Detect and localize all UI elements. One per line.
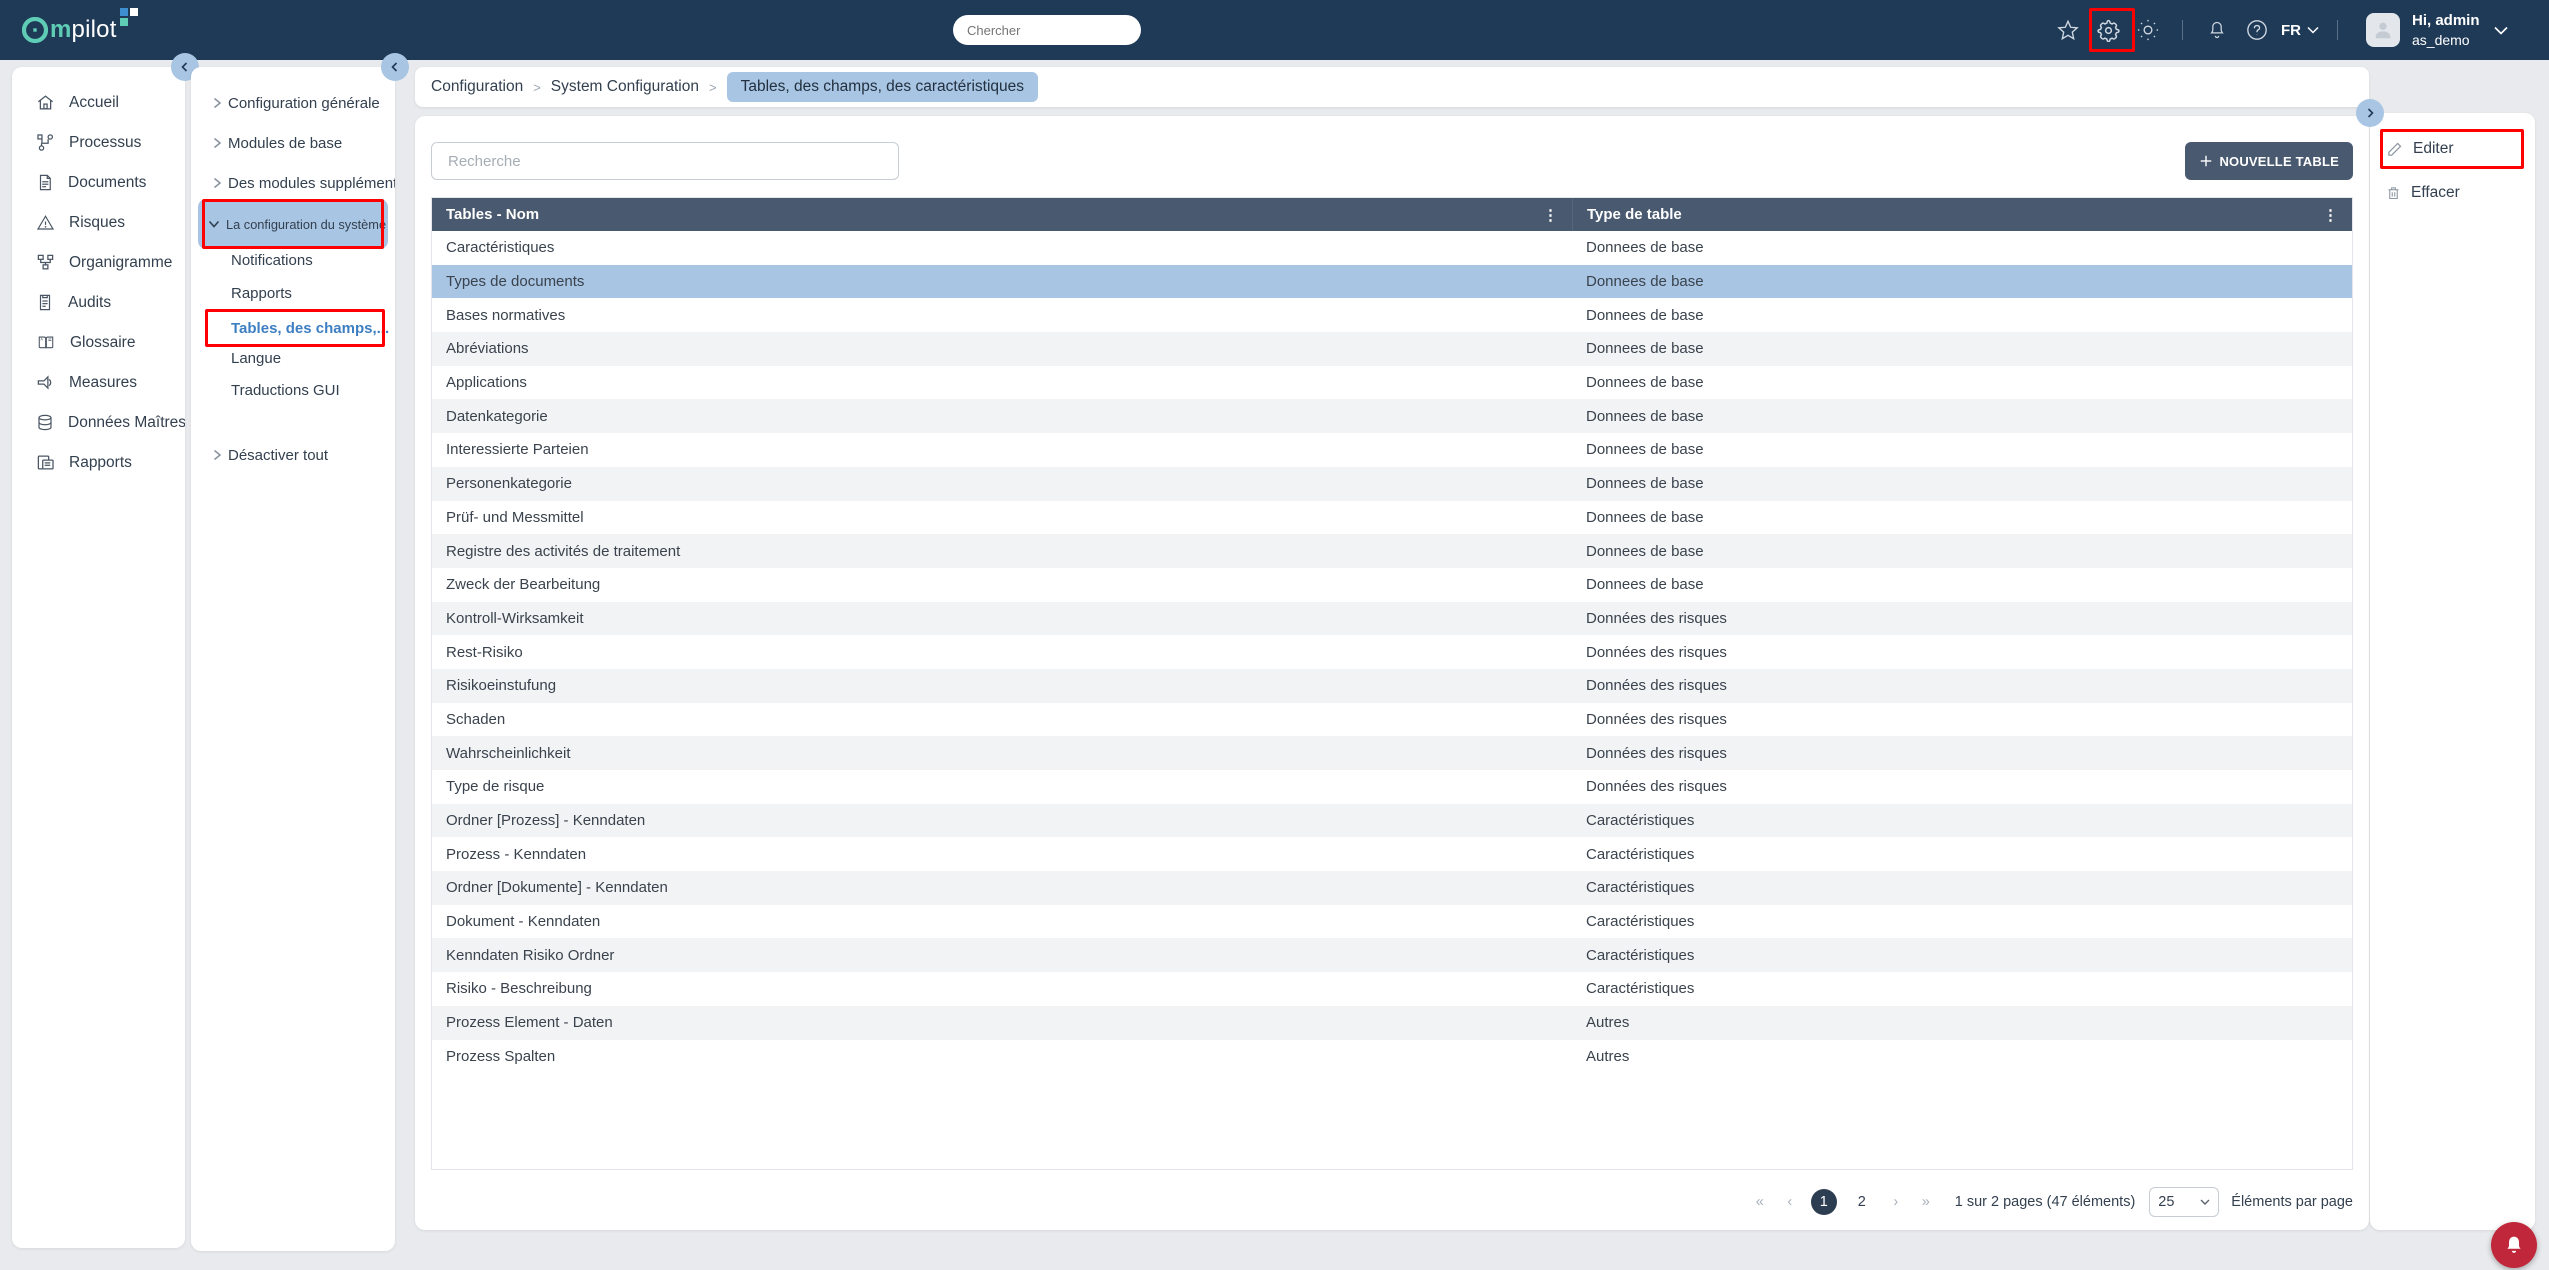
svg-text:A: A <box>41 338 44 342</box>
